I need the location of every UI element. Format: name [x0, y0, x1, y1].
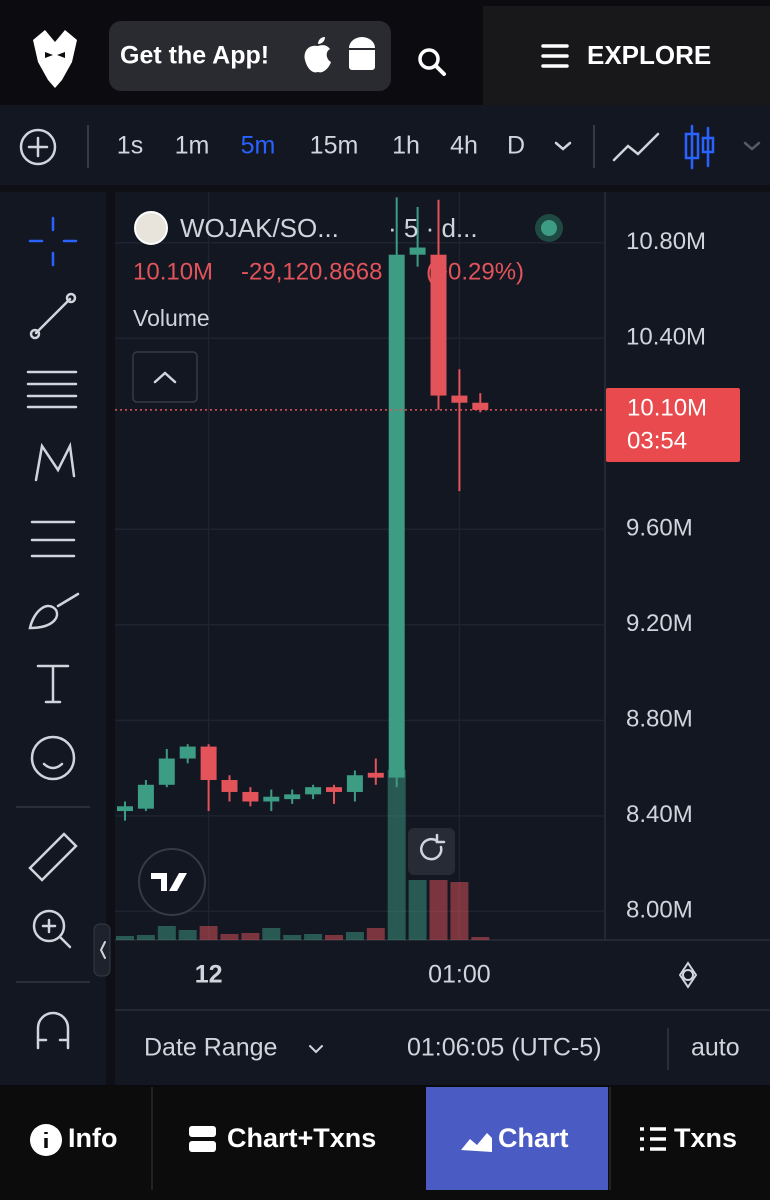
scale-mode[interactable]: auto: [691, 1034, 740, 1062]
interval-dropdown[interactable]: [554, 141, 572, 151]
android-icon: [349, 37, 375, 70]
interval[interactable]: 15m: [310, 132, 359, 160]
line-type[interactable]: [612, 132, 660, 162]
volume-bar: [366, 928, 385, 940]
legend-price: 10.10M: [133, 258, 213, 285]
y-tick-label: 8.40M: [626, 801, 693, 828]
volume-bar: [157, 926, 176, 940]
volume-bar: [241, 933, 260, 940]
x-tick-label: 01:00: [428, 961, 491, 989]
x-tick-label: 12: [195, 961, 223, 989]
countdown: 03:54: [627, 427, 687, 454]
interval[interactable]: 4h: [450, 132, 478, 160]
nav-icon: [640, 1127, 666, 1151]
toolbar: [0, 105, 770, 185]
legend-change-pct: (−0.29%): [426, 258, 524, 285]
volume-bar: [199, 926, 218, 940]
active-tab-bg: [426, 1087, 608, 1190]
candle-body: [326, 787, 342, 792]
volume-bar: [345, 932, 364, 940]
date-range[interactable]: Date Range: [144, 1034, 277, 1062]
get-app-text: Get the App!: [120, 42, 269, 70]
tool-panel: [0, 192, 106, 1085]
reset-button[interactable]: [408, 828, 455, 875]
candle-body: [305, 787, 322, 795]
nav-icon: [189, 1141, 216, 1152]
nav-tab[interactable]: Txns: [674, 1123, 737, 1153]
interval[interactable]: 1h: [392, 132, 420, 160]
token-avatar: [134, 211, 168, 245]
candle-body: [221, 780, 238, 792]
volume-bar: [408, 880, 427, 940]
session-time: 01:06:05 (UTC-5): [407, 1034, 602, 1062]
volume-bar: [220, 934, 239, 940]
nav-icon: [189, 1126, 216, 1137]
y-tick-label: 8.80M: [626, 706, 693, 733]
volume-bar: [325, 935, 343, 940]
interval[interactable]: 1m: [175, 132, 210, 160]
interval[interactable]: 5m: [241, 132, 276, 160]
candle-body: [430, 254, 447, 396]
menu-icon: [541, 44, 569, 68]
volume-bar: [178, 930, 197, 940]
candle-body: [284, 794, 301, 800]
last-price-box: [606, 388, 740, 462]
y-tick-label: 9.60M: [626, 515, 693, 542]
candle-body: [158, 758, 175, 785]
candle-body: [200, 746, 217, 781]
legend-change: -29,120.8668: [241, 258, 382, 285]
nav-tab[interactable]: Chart+Txns: [227, 1123, 376, 1153]
nav-tab[interactable]: Info: [68, 1123, 117, 1153]
search-icon[interactable]: [418, 48, 440, 70]
interval[interactable]: 1s: [117, 132, 143, 160]
axis-settings[interactable]: [678, 961, 698, 989]
collapse-legend[interactable]: [132, 351, 198, 403]
nav-icon: [461, 1133, 492, 1152]
candle-body: [242, 791, 259, 802]
volume-bar: [116, 936, 134, 940]
candle-body: [388, 254, 405, 778]
volume-bar: [471, 937, 490, 940]
explore-panel[interactable]: [483, 6, 770, 106]
volume-label: Volume: [133, 305, 210, 331]
bottom-nav: [0, 1087, 770, 1200]
candle-type[interactable]: [684, 132, 700, 160]
volume-bar: [387, 770, 406, 940]
candle-body: [137, 784, 154, 809]
drawing-tools: [16, 216, 111, 1050]
volume-bar: [262, 928, 281, 940]
candle-body: [472, 402, 489, 410]
candle-body: [263, 796, 280, 802]
candle-body: [409, 247, 426, 255]
volume-bar: [304, 934, 323, 940]
y-tick-label: 9.20M: [626, 610, 693, 637]
volume-bar: [283, 935, 302, 940]
y-tick-label: 8.00M: [626, 897, 693, 924]
apple-icon: [304, 37, 331, 73]
interval-info: · 5 · d...: [388, 213, 478, 243]
candle-body: [117, 806, 133, 812]
y-tick-label: 10.40M: [626, 324, 706, 351]
volume-bar: [450, 882, 469, 940]
symbol: WOJAK/SO...: [180, 213, 339, 243]
add-indicator[interactable]: [19, 128, 57, 166]
explore-text[interactable]: EXPLORE: [587, 40, 711, 70]
volume-bar: [429, 880, 448, 940]
candle-body: [451, 395, 468, 403]
get-app-button[interactable]: [109, 21, 391, 91]
logo[interactable]: [33, 30, 77, 88]
tv-logo[interactable]: [138, 848, 206, 916]
candle-body: [179, 746, 196, 759]
volume-bar: [136, 935, 155, 940]
nav-tab[interactable]: Chart: [498, 1123, 569, 1153]
last-price-label: 10.10M: [627, 394, 707, 421]
candle-body: [346, 775, 363, 792]
logo-eyes: [45, 52, 65, 58]
y-tick-label: 10.80M: [626, 228, 706, 255]
candle-body: [367, 772, 384, 778]
interval[interactable]: D: [507, 132, 525, 160]
